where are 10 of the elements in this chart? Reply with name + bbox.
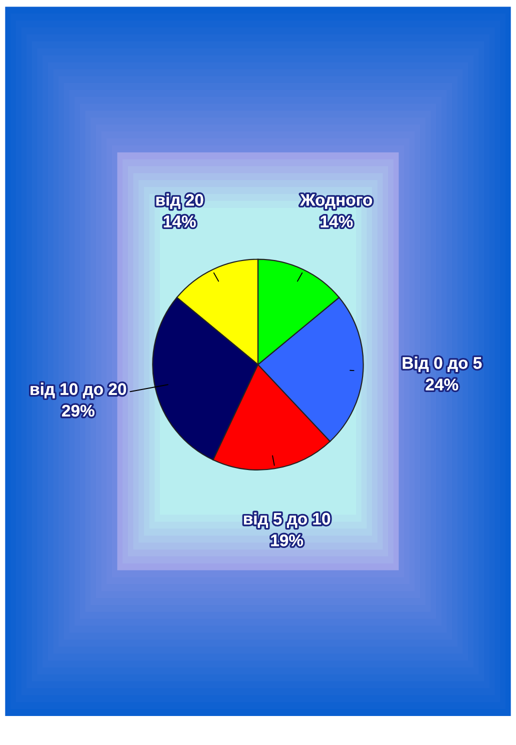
data-label: 29% <box>62 404 94 417</box>
data-label: 24% <box>426 378 458 390</box>
slice-label: від 10 до 20 <box>30 382 126 398</box>
slice-label: від 20 <box>156 194 204 209</box>
data-label: 19% <box>271 534 304 546</box>
slice-label: Від 0 до 5 <box>402 356 482 372</box>
data-label: 14% <box>164 216 196 228</box>
slice-label: від 5 до 10 <box>244 512 330 528</box>
data-label: 14% <box>320 216 353 228</box>
slice-label: Жодного <box>300 194 372 209</box>
